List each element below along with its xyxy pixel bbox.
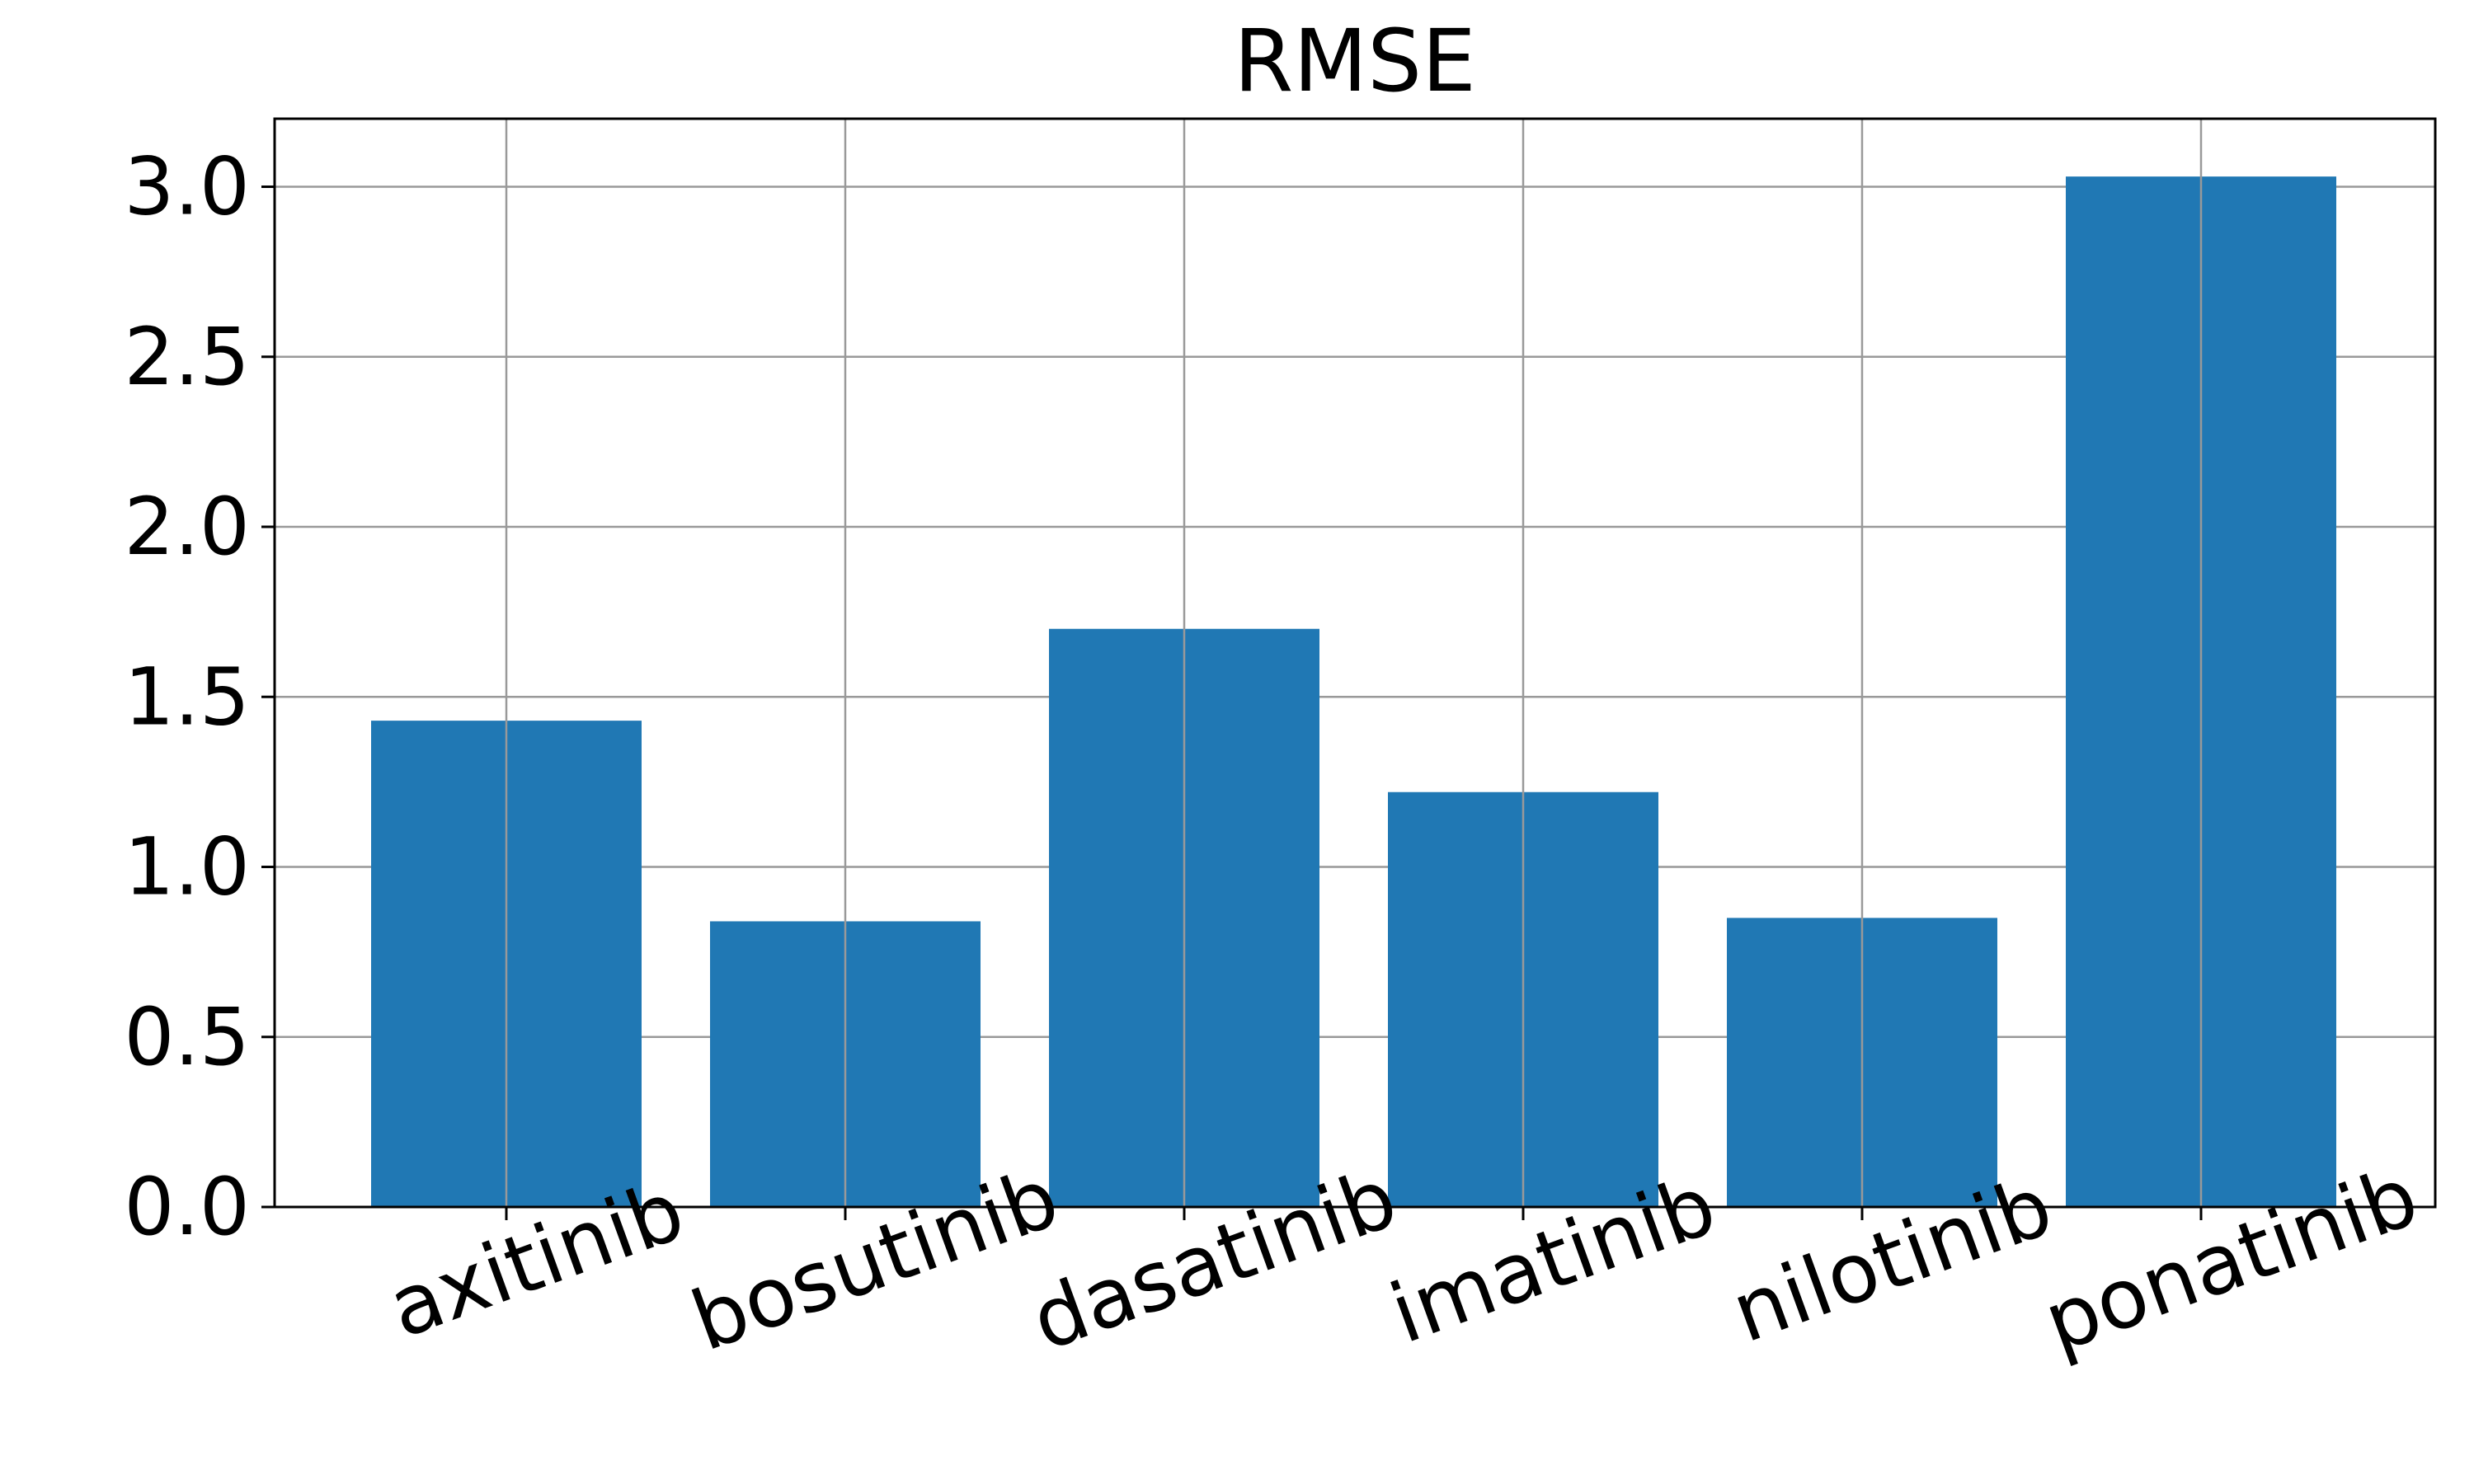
y-tick-label: 2.5 — [124, 311, 250, 403]
plot-frame — [273, 117, 2437, 1209]
chart-title: RMSE — [1234, 11, 1476, 111]
y-tick-label: 1.0 — [124, 821, 250, 913]
y-tick-label: 2.0 — [124, 481, 250, 573]
vertical-grid-lines — [505, 119, 2203, 1207]
y-tick-label: 1.5 — [124, 650, 250, 743]
y-tick-label: 3.0 — [124, 141, 250, 233]
y-tick-label: 0.0 — [124, 1161, 250, 1253]
y-tick-label: 0.5 — [124, 991, 250, 1083]
bars — [371, 176, 2336, 1207]
y-axis-ticks: 0.0 0.5 1.0 1.5 2.0 2.5 3.0 — [124, 141, 275, 1253]
